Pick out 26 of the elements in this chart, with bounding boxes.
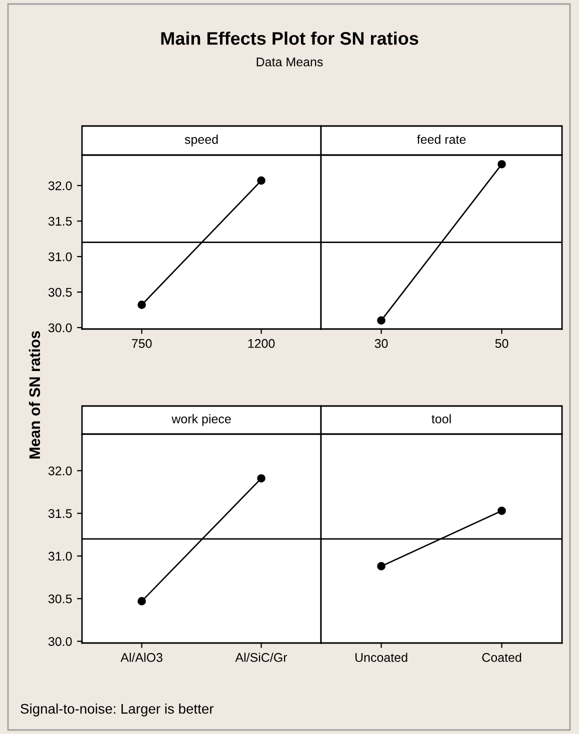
y-tick-label: 30.0	[48, 637, 72, 646]
chart-title: tool	[432, 414, 451, 424]
y-tick-label: 31.0	[48, 252, 72, 262]
y-tick-label: 32.0	[48, 466, 72, 476]
y-tick-label: 30.5	[48, 594, 72, 604]
y-tick-label: 30.5	[48, 288, 72, 297]
text: Mean of SN ratios	[28, 331, 40, 458]
x-tick-label: Coated	[482, 652, 522, 662]
y-tick-label: 32.0	[48, 181, 72, 190]
y-tick-label: 31.5	[48, 509, 72, 518]
chart-title: speed	[184, 134, 218, 146]
x-tick-label: 750	[132, 339, 152, 348]
y-tick-label: 30.0	[48, 323, 72, 332]
chart-title: work piece	[172, 414, 231, 426]
text: Data Means	[256, 58, 323, 66]
x-tick-label: Al/SiC/Gr	[235, 652, 288, 662]
chart-title: feed rate	[417, 134, 466, 144]
x-tick-label: Uncoated	[355, 652, 408, 662]
text: Main Effects Plot for SN ratios	[161, 32, 418, 45]
x-tick-label: 30	[374, 339, 388, 348]
x-tick-label: 50	[495, 339, 508, 348]
y-tick-label: 31.5	[48, 216, 72, 226]
text: Signal-to-noise: Larger is better	[20, 704, 214, 716]
x-tick-label: Al/AlO3	[120, 652, 162, 662]
x-tick-label: 1200	[248, 339, 275, 348]
y-tick-label: 31.0	[48, 552, 72, 561]
